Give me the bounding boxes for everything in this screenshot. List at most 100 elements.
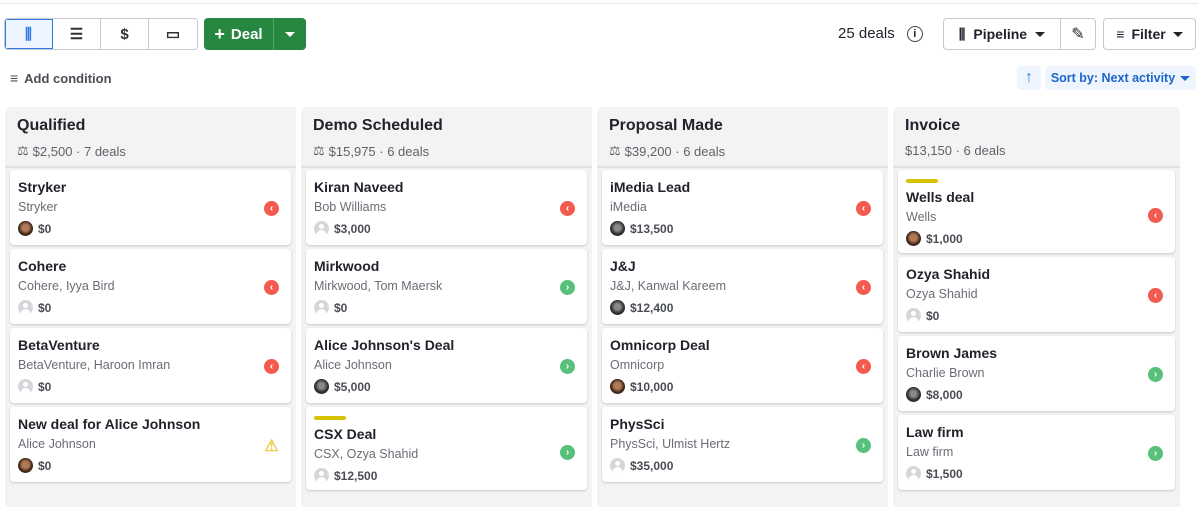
info-icon[interactable]: i [906,25,923,42]
deal-count: 25 deals i [838,25,923,42]
deal-title: iMedia Lead [610,179,691,195]
planned-activity-icon[interactable]: › [1148,446,1163,461]
deal-card[interactable]: iMedia Lead iMedia $13,500 ‹ [602,170,883,245]
avatar [610,458,625,473]
avatar [906,231,921,246]
deal-title: Mirkwood [314,258,380,274]
overdue-activity-icon[interactable]: ‹ [264,280,279,295]
warning-icon[interactable]: ⚠ [264,437,279,455]
stage-title: Invoice [905,117,961,134]
avatar [906,387,921,402]
overdue-activity-icon[interactable]: ‹ [264,359,279,374]
avatar [610,379,625,394]
stage-header: Proposal Made ⚖ $39,200 · 6 deals [597,107,888,168]
deal-card[interactable]: Mirkwood Mirkwood, Tom Maersk $0 › [306,249,587,324]
edit-pipeline-button[interactable]: ✎ [1061,19,1095,49]
overdue-activity-icon[interactable]: ‹ [1148,288,1163,303]
deal-card[interactable]: BetaVenture BetaVenture, Haroon Imran $0 ‹ [10,328,291,403]
deal-title: Law firm [906,424,964,440]
overdue-activity-icon[interactable]: ‹ [264,201,279,216]
deal-title: Omnicorp Deal [610,337,710,353]
sort-direction-button[interactable]: ↑ [1017,66,1041,90]
deal-card[interactable]: Cohere Cohere, Iyya Bird $0 ‹ [10,249,291,324]
deal-contact: iMedia [610,200,647,214]
overdue-activity-icon[interactable]: ‹ [856,359,871,374]
deal-title: BetaVenture [18,337,100,353]
deal-card[interactable]: Kiran Naveed Bob Williams $3,000 ‹ [306,170,587,245]
deal-card[interactable]: Alice Johnson's Deal Alice Johnson $5,000 › [306,328,587,403]
planned-activity-icon[interactable]: › [560,280,575,295]
scale-icon: ⚖ [313,143,325,158]
deal-card[interactable]: Law firm Law firm $1,500 › [898,415,1175,490]
caret-down-icon [1035,31,1046,37]
deal-title: Alice Johnson's Deal [314,337,455,353]
planned-activity-icon[interactable]: › [1148,367,1163,382]
deal-card[interactable]: J&J J&J, Kanwal Kareem $12,400 ‹ [602,249,883,324]
stage-summary: $15,975 · 6 deals [328,143,430,159]
deal-card[interactable]: Brown James Charlie Brown $8,000 › [898,336,1175,411]
kanban-icon: ⫼ [25,25,32,43]
plus-icon: + [214,23,225,44]
deal-contact: Mirkwood, Tom Maersk [314,279,443,293]
add-deal-button[interactable]: + Deal [204,18,274,50]
deal-contact: CSX, Ozya Shahid [314,447,419,461]
archive-icon: ▭ [165,26,181,43]
deal-contact: Alice Johnson [314,358,392,372]
overdue-activity-icon[interactable]: ‹ [560,201,575,216]
stage-header: Invoice $13,150 · 6 deals [893,107,1180,168]
stage-column: Qualified ⚖ $2,500 · 7 deals Stryker Stryker… [5,107,296,507]
avatar [314,379,329,394]
overdue-activity-icon[interactable]: ‹ [1148,208,1163,223]
view-kanban-button[interactable]: ⫼ [5,19,53,49]
deal-contact: Law firm [906,445,954,459]
caret-down-icon [285,31,295,37]
deal-value: $0 [38,221,52,236]
avatar [610,300,625,315]
deal-value: $35,000 [630,458,674,473]
deal-value: $12,400 [630,300,674,315]
stage-summary: $13,150 · 6 deals [905,143,1006,158]
add-condition-button[interactable]: ≡ Add condition [10,70,112,86]
deal-contact: J&J, Kanwal Kareem [610,279,727,293]
deal-card[interactable]: New deal for Alice Johnson Alice Johnson $… [10,407,291,482]
deal-card[interactable]: Wells deal Wells $1,000 ‹ [898,170,1175,253]
deal-value: $0 [334,300,348,315]
planned-activity-icon[interactable]: › [856,438,871,453]
deal-contact: Charlie Brown [906,366,985,380]
pipeline-dropdown[interactable]: ⫼ Pipeline [944,19,1061,49]
deal-title: Brown James [906,345,998,361]
kanban-icon: ⫼ [958,25,966,42]
deal-value: $1,000 [926,231,963,246]
scale-icon: ⚖ [17,143,29,158]
stage-title: Demo Scheduled [313,117,443,134]
deal-contact: Alice Johnson [18,437,96,451]
filter-icon: ≡ [10,70,19,86]
deal-contact: Bob Williams [314,200,387,214]
overdue-activity-icon[interactable]: ‹ [856,201,871,216]
overdue-activity-icon[interactable]: ‹ [856,280,871,295]
stage-header: Demo Scheduled ⚖ $15,975 · 6 deals [301,107,592,168]
stage-header: Qualified ⚖ $2,500 · 7 deals [5,107,296,168]
deal-value: $0 [38,300,52,315]
deal-card[interactable]: Stryker Stryker $0 ‹ [10,170,291,245]
deal-card[interactable]: Ozya Shahid Ozya Shahid $0 ‹ [898,257,1175,332]
filter-button[interactable]: ≡ Filter [1103,18,1196,50]
sort-by-dropdown[interactable]: Sort by: Next activity [1045,66,1196,90]
stage-column: Demo Scheduled ⚖ $15,975 · 6 deals Kiran Na… [301,107,592,507]
deal-card[interactable]: PhysSci PhysSci, Ulmist Hertz $35,000 › [602,407,883,482]
add-deal-dropdown[interactable] [274,18,306,50]
deal-contact: PhysSci, Ulmist Hertz [610,437,731,451]
stage-summary: $2,500 · 7 deals [32,143,126,159]
deal-card[interactable]: Omnicorp Deal Omnicorp $10,000 ‹ [602,328,883,403]
planned-activity-icon[interactable]: › [560,359,575,374]
deal-card[interactable]: CSX Deal CSX, Ozya Shahid $12,500 › [306,407,587,490]
avatar [18,458,33,473]
view-archive-button[interactable]: ▭ [149,19,197,49]
view-list-button[interactable]: ☰ [53,19,101,49]
stage-summary: $39,200 · 6 deals [624,143,726,159]
planned-activity-icon[interactable]: › [560,445,575,460]
stage-title: Qualified [17,117,86,134]
avatar [18,300,33,315]
view-forecast-button[interactable]: $ [101,19,149,49]
avatar [906,466,921,481]
